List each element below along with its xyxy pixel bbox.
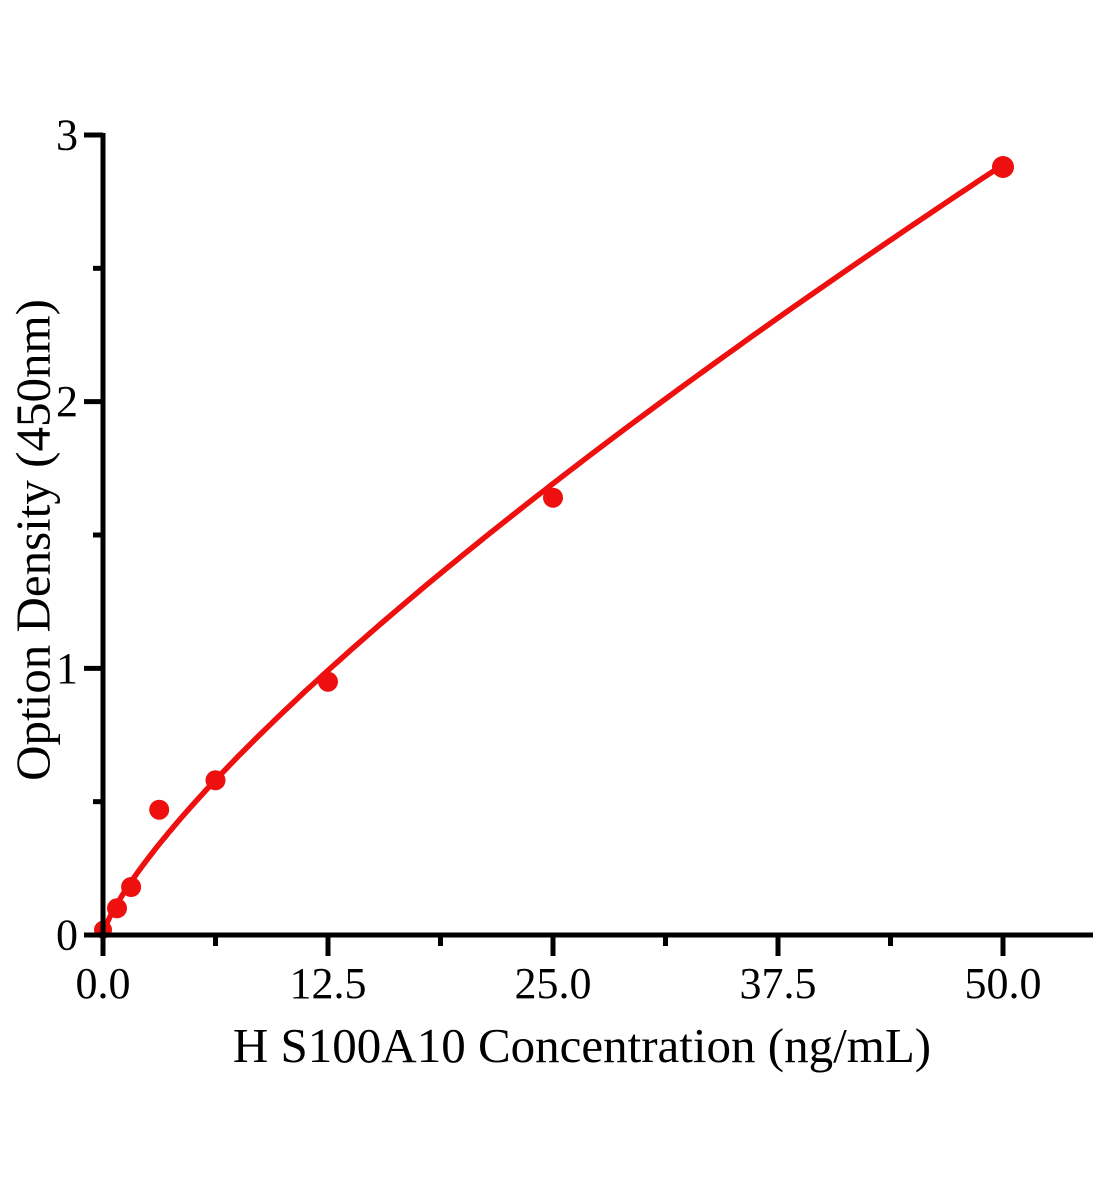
- data-point: [107, 898, 127, 919]
- y-tick-label: 2: [56, 377, 78, 426]
- x-tick-label: 12.5: [290, 959, 367, 1008]
- data-point: [543, 487, 563, 508]
- data-point: [992, 156, 1014, 178]
- y-tick-label: 3: [56, 110, 78, 159]
- labels-layer: 0 1 2 3 0.0 12.5 25.0 37.5 50.0 H S100A10 Concent…: [6, 110, 1042, 1073]
- data-point: [121, 877, 142, 897]
- data-point: [149, 799, 170, 820]
- x-tick-label: 0.0: [76, 959, 131, 1008]
- y-tick-label: 1: [56, 644, 78, 693]
- y-tick-label: 0: [56, 911, 78, 960]
- data-point: [318, 671, 338, 692]
- fit-curve-line: [100, 162, 1006, 936]
- x-axis-title: H S100A10 Concentration (ng/mL): [233, 1018, 931, 1073]
- data-point: [205, 770, 226, 791]
- x-tick-label: 25.0: [515, 959, 592, 1008]
- x-tick-label: 50.0: [965, 959, 1042, 1008]
- axes-layer: [84, 132, 1093, 956]
- data-layer: [94, 156, 1014, 939]
- y-axis-title: Option Density (450nm): [6, 299, 61, 781]
- x-tick-label: 37.5: [740, 959, 817, 1008]
